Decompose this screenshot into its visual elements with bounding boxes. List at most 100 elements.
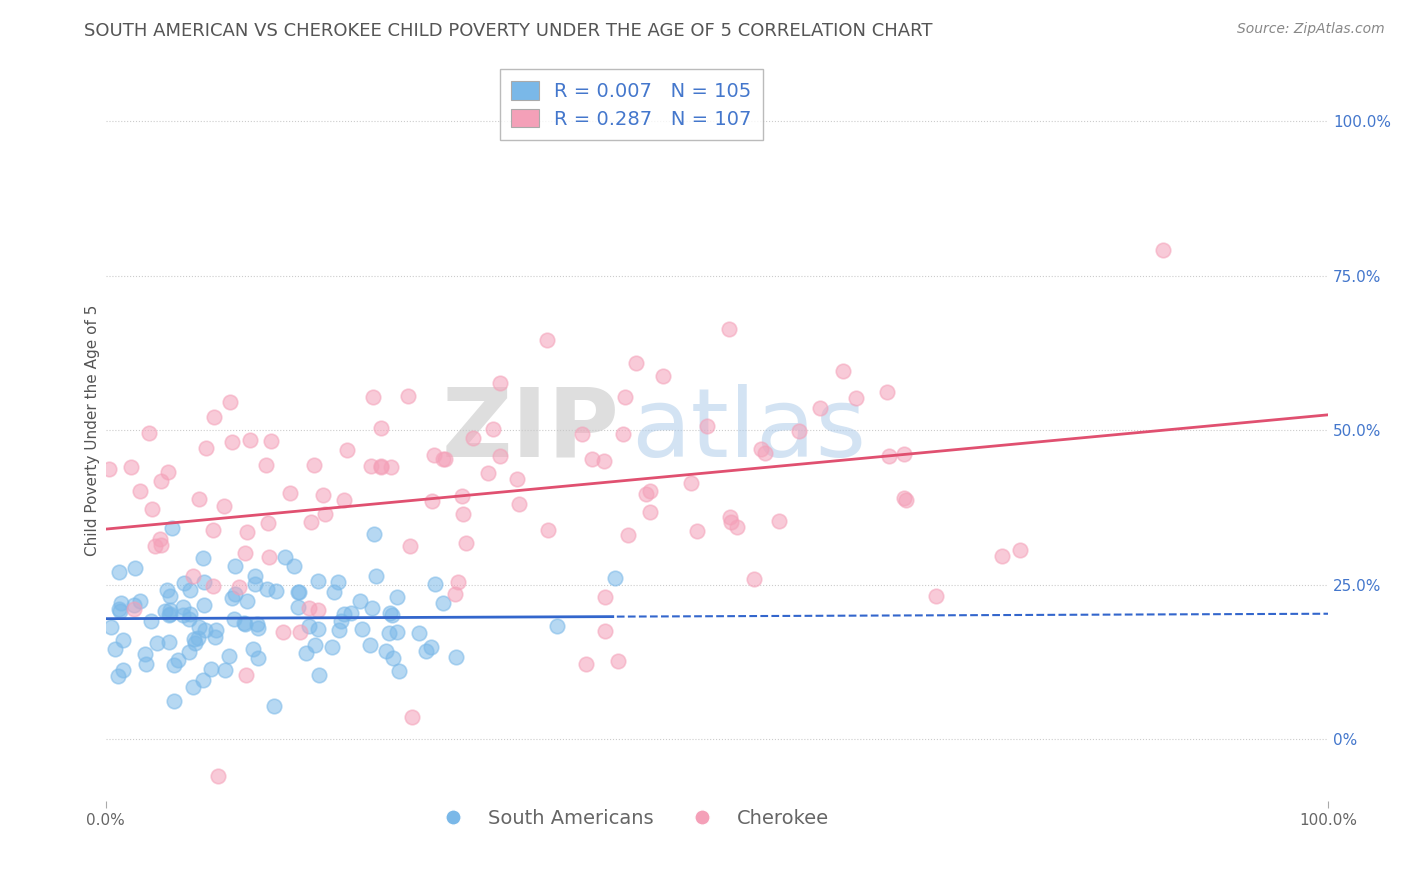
Point [193,673,215,687]
Point [278,486,301,500]
Point [380,459,402,474]
Point [149,538,172,552]
Point [191,551,214,566]
Point [236,594,259,608]
Point [370,459,392,474]
Point [112,663,135,677]
Point [593,454,616,468]
Point [295,646,318,660]
Point [236,524,259,539]
Point [187,631,209,645]
Point [183,632,205,647]
Point [218,649,240,664]
Point [111,632,134,647]
Point [205,624,228,638]
Point [222,611,245,625]
Point [156,582,179,597]
Point [146,636,169,650]
Point [214,663,236,677]
Point [159,603,181,617]
Point [537,523,560,537]
Point [287,585,309,599]
Point [312,488,335,502]
Point [149,474,172,488]
Point [233,546,256,560]
Point [256,582,278,597]
Point [624,356,647,370]
Point [363,390,385,404]
Point [686,524,709,538]
Point [326,574,349,589]
Point [652,369,675,384]
Point [636,487,658,501]
Point [157,608,180,623]
Point [100,620,122,634]
Point [307,622,329,636]
Point [195,442,218,456]
Point [415,644,437,658]
Point [1008,542,1031,557]
Point [718,322,741,336]
Point [385,625,408,640]
Point [228,580,250,594]
Point [349,594,371,608]
Point [271,625,294,640]
Point [432,451,454,466]
Point [461,431,484,445]
Point [179,612,201,626]
Point [307,574,329,588]
Point [718,510,741,524]
Point [159,590,181,604]
Point [179,583,201,598]
Point [139,614,162,628]
Point [233,617,256,632]
Point [298,618,321,632]
Point [612,426,634,441]
Point [616,528,638,542]
Point [287,599,309,614]
Point [749,442,772,456]
Point [845,391,868,405]
Point [173,576,195,591]
Point [444,650,467,665]
Point [451,508,474,522]
Point [339,606,361,620]
Point [444,586,467,600]
Point [360,458,382,473]
Point [260,434,283,449]
Point [247,621,270,635]
Point [894,492,917,507]
Point [107,669,129,683]
Point [266,584,288,599]
Point [450,489,472,503]
Point [423,577,446,591]
Point [831,364,853,378]
Point [385,591,408,605]
Point [224,559,246,574]
Point [122,602,145,616]
Text: ZIP: ZIP [441,384,619,476]
Point [104,642,127,657]
Point [221,591,243,606]
Point [388,665,411,679]
Point [330,614,353,628]
Point [593,624,616,639]
Point [263,698,285,713]
Point [787,424,810,438]
Point [218,395,240,409]
Point [274,549,297,564]
Point [108,604,131,618]
Point [506,472,529,486]
Point [183,636,205,650]
Text: SOUTH AMERICAN VS CHEROKEE CHILD POVERTY UNDER THE AGE OF 5 CORRELATION CHART: SOUTH AMERICAN VS CHEROKEE CHILD POVERTY… [84,22,932,40]
Y-axis label: Child Poverty Under the Age of 5: Child Poverty Under the Age of 5 [86,304,100,556]
Point [877,449,900,463]
Point [488,376,510,390]
Point [287,585,309,599]
Point [401,710,423,724]
Point [477,466,499,480]
Point [328,623,350,637]
Point [153,604,176,618]
Point [239,433,262,447]
Point [122,599,145,613]
